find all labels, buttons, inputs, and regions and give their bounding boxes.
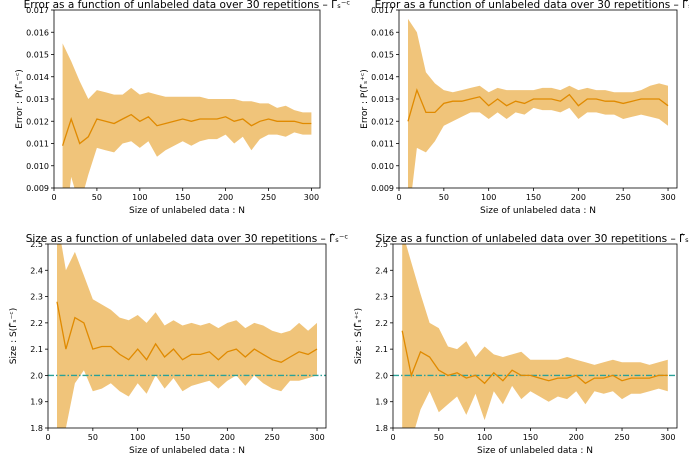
x-tick-label: 50 bbox=[92, 193, 102, 202]
chart-panel-1: 0 50 100 150 200 250 300 0.009 0.010 0.011 0.012 0.… bbox=[359, 0, 689, 216]
y-tick-label: 0.016 bbox=[371, 28, 394, 37]
y-tick-label: 0.014 bbox=[26, 73, 49, 82]
mean-line bbox=[56, 301, 318, 364]
y-axis-label: Size : S(Γ̂ₛ⁺ᶜ) bbox=[353, 308, 364, 364]
y-tick-label: 0.017 bbox=[371, 6, 394, 15]
x-tick-label: 250 bbox=[616, 193, 631, 202]
x-tick-label: 200 bbox=[571, 193, 586, 202]
y-tick-label: 0.014 bbox=[371, 73, 394, 82]
x-tick-label: 250 bbox=[265, 433, 280, 442]
mean-line bbox=[61, 113, 312, 146]
x-tick-label: 0 bbox=[390, 433, 395, 442]
y-tick-label: 0.009 bbox=[371, 184, 394, 193]
confidence-band bbox=[62, 43, 312, 188]
chart-panel-2: 0 50 100 150 200 250 300 1.8 1.9 2.0 2.1 2.2 2.3 2.4 2… bbox=[8, 233, 349, 456]
x-tick-label: 300 bbox=[660, 433, 675, 442]
confidence-band bbox=[402, 244, 668, 428]
y-tick-label: 1.9 bbox=[375, 398, 388, 407]
x-tick-label: 100 bbox=[481, 193, 496, 202]
chart-title: Error as a function of unlabeled data ov… bbox=[375, 0, 689, 11]
y-tick-label: 2.1 bbox=[30, 345, 43, 354]
chart-panel-3: 0 50 100 150 200 250 300 1.8 1.9 2.0 2.1 2.2 2.3 2.4 2… bbox=[353, 233, 689, 456]
y-tick-label: 1.9 bbox=[30, 398, 43, 407]
x-tick-label: 50 bbox=[88, 433, 98, 442]
x-axis-label: Size of unlabeled data : N bbox=[129, 446, 245, 456]
y-tick-label: 0.015 bbox=[26, 51, 49, 60]
x-tick-label: 300 bbox=[660, 193, 675, 202]
y-tick-label: 0.016 bbox=[26, 28, 49, 37]
chart-title: Size as a function of unlabeled data ove… bbox=[26, 233, 349, 245]
y-tick-label: 2.2 bbox=[30, 319, 43, 328]
x-tick-label: 150 bbox=[526, 193, 541, 202]
confidence-band bbox=[57, 244, 317, 428]
y-axis-label: Error : P(Γ̂ₛ⁺ᶜ) bbox=[359, 69, 370, 129]
chart-panel-0: 0 50 100 150 200 250 300 0.009 0.010 0.011 0.012 0.… bbox=[14, 0, 351, 216]
y-tick-label: 2.4 bbox=[375, 266, 388, 275]
mean-line bbox=[407, 88, 669, 122]
y-tick-label: 0.011 bbox=[26, 140, 49, 149]
x-tick-label: 250 bbox=[261, 193, 276, 202]
x-tick-label: 150 bbox=[523, 433, 538, 442]
x-tick-label: 100 bbox=[130, 433, 145, 442]
plot-area bbox=[48, 244, 326, 428]
y-tick-label: 0.012 bbox=[371, 117, 394, 126]
y-tick-label: 0.009 bbox=[26, 184, 49, 193]
x-axis-label: Size of unlabeled data : N bbox=[480, 206, 596, 216]
y-axis-label: Size : S(Γ̂ₛ⁻ᶜ) bbox=[8, 308, 19, 364]
chart-title: Size as a function of unlabeled data ove… bbox=[376, 233, 689, 245]
y-tick-label: 1.8 bbox=[30, 424, 43, 433]
x-tick-label: 300 bbox=[309, 433, 324, 442]
chart-title: Error as a function of unlabeled data ov… bbox=[24, 0, 351, 11]
y-tick-label: 2.3 bbox=[375, 293, 388, 302]
x-tick-label: 0 bbox=[51, 193, 56, 202]
x-tick-label: 0 bbox=[45, 433, 50, 442]
x-tick-label: 200 bbox=[220, 433, 235, 442]
y-tick-label: 0.017 bbox=[26, 6, 49, 15]
x-tick-label: 250 bbox=[614, 433, 629, 442]
x-tick-label: 150 bbox=[175, 193, 190, 202]
x-tick-label: 0 bbox=[396, 193, 401, 202]
x-tick-label: 200 bbox=[569, 433, 584, 442]
y-tick-label: 2.4 bbox=[30, 266, 43, 275]
y-tick-label: 2.5 bbox=[375, 240, 388, 249]
y-tick-label: 2.1 bbox=[375, 345, 388, 354]
x-tick-label: 100 bbox=[132, 193, 147, 202]
plot-area bbox=[393, 244, 677, 428]
y-tick-label: 0.011 bbox=[371, 140, 394, 149]
x-tick-label: 100 bbox=[477, 433, 492, 442]
axes-frame bbox=[392, 243, 678, 429]
x-axis-label: Size of unlabeled data : N bbox=[129, 206, 245, 216]
y-tick-label: 1.8 bbox=[375, 424, 388, 433]
y-axis-label: Error : P(Γ̂ₛ⁻ᶜ) bbox=[14, 69, 25, 129]
x-tick-label: 300 bbox=[304, 193, 319, 202]
y-tick-label: 2.5 bbox=[30, 240, 43, 249]
axes-frame bbox=[47, 243, 327, 429]
mean-line bbox=[401, 330, 668, 385]
y-tick-label: 2.3 bbox=[30, 293, 43, 302]
x-axis-label: Size of unlabeled data : N bbox=[477, 446, 593, 456]
confidence-band bbox=[408, 18, 668, 188]
y-tick-label: 0.010 bbox=[371, 162, 394, 171]
x-tick-label: 50 bbox=[439, 193, 449, 202]
x-tick-label: 50 bbox=[434, 433, 444, 442]
y-tick-label: 0.015 bbox=[371, 51, 394, 60]
plot-area bbox=[61, 43, 312, 188]
y-tick-label: 0.012 bbox=[26, 117, 49, 126]
x-tick-label: 150 bbox=[175, 433, 190, 442]
y-tick-label: 0.013 bbox=[371, 95, 394, 104]
x-tick-label: 200 bbox=[218, 193, 233, 202]
y-tick-label: 0.010 bbox=[26, 162, 49, 171]
y-tick-label: 2.0 bbox=[30, 371, 43, 380]
plot-area bbox=[407, 18, 669, 188]
y-tick-label: 2.2 bbox=[375, 319, 388, 328]
y-tick-label: 2.0 bbox=[375, 371, 388, 380]
y-tick-label: 0.013 bbox=[26, 95, 49, 104]
